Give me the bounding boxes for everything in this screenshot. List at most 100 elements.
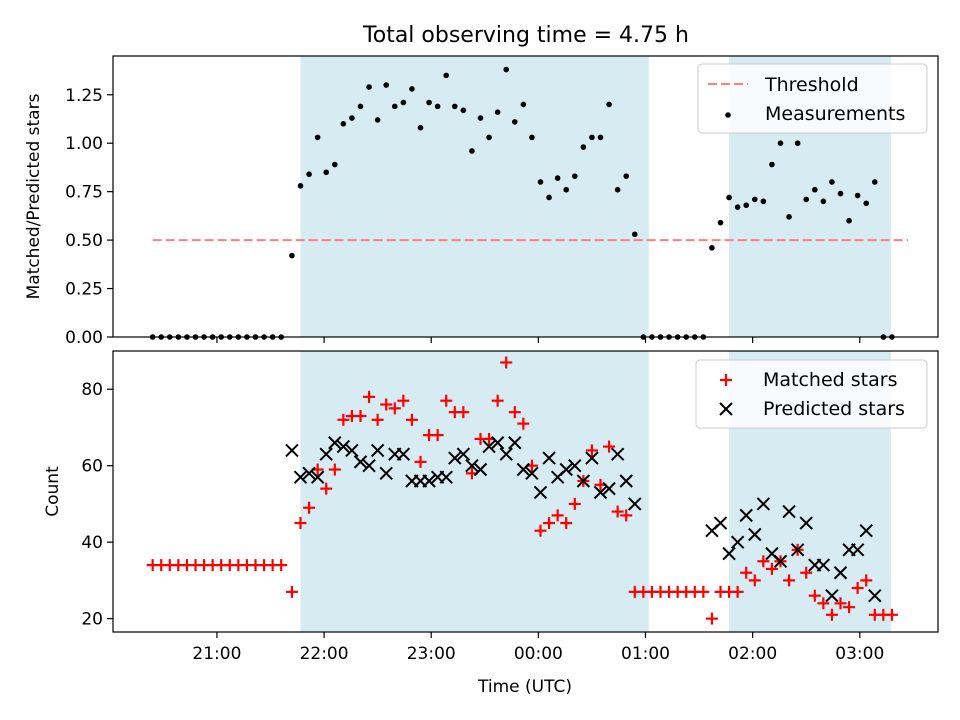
x-tick-label: 02:00 [728, 644, 777, 664]
legend-threshold-label: Threshold [764, 74, 859, 96]
measurement-point [443, 72, 450, 79]
measurement-point [546, 194, 552, 201]
y-tick-label: 0.00 [65, 328, 103, 348]
predicted-star-point [516, 462, 531, 477]
measurement-point [760, 198, 767, 205]
matched-star-point [843, 601, 856, 614]
predicted-star-point [773, 554, 788, 568]
measurement-point [460, 107, 467, 114]
measurement-point [794, 140, 801, 147]
matched-star-point [363, 390, 376, 403]
y-tick-label: 0.50 [65, 231, 103, 251]
x-tick-label: 00:00 [514, 644, 563, 664]
matched-star-point [275, 559, 288, 572]
matched-star-point [285, 585, 298, 598]
measurement-point [289, 252, 295, 259]
measurement-point [871, 179, 878, 185]
measurement-point [477, 115, 484, 121]
measurement-point [511, 119, 518, 125]
predicted-star-point [585, 451, 599, 465]
matched-star-point [517, 417, 530, 430]
matched-star-point [551, 509, 564, 522]
measurement-point [563, 186, 570, 193]
shaded-interval [300, 56, 649, 337]
matched-star-point [491, 394, 504, 407]
matched-star-point [808, 589, 821, 602]
predicted-star-point [542, 451, 556, 465]
predicted-star-point [525, 466, 539, 481]
measurement-point [391, 103, 398, 110]
count-y-axis-label: Count [43, 466, 63, 517]
predicted-star-point [490, 436, 505, 450]
measurement-point [537, 179, 544, 185]
predicted-star-point [859, 523, 873, 538]
measurement-point [777, 140, 784, 147]
matched-star-point [543, 517, 556, 530]
matched-star-point [740, 566, 753, 579]
y-tick-label: 60 [81, 457, 103, 477]
legend-predicted-swatch [719, 402, 733, 416]
matched-star-point [405, 413, 418, 426]
matched-star-point [620, 509, 633, 522]
matched-star-point [834, 597, 847, 610]
x-tick-label: 23:00 [407, 644, 456, 664]
matched-star-point [534, 524, 547, 537]
predicted-star-point [713, 516, 728, 530]
predicted-star-point [748, 527, 762, 542]
matched-star-point [508, 406, 521, 419]
measurement-point [451, 103, 458, 110]
matched-star-point [731, 585, 744, 598]
matched-star-point [371, 413, 384, 426]
matched-star-point [568, 497, 581, 510]
measurement-point [529, 134, 535, 141]
predicted-star-point [353, 455, 368, 469]
legend-matched-swatch [720, 374, 732, 386]
predicted-star-point [628, 497, 642, 511]
predicted-star-point [576, 474, 591, 488]
measurement-point [589, 134, 595, 141]
predicted-star-point [816, 558, 831, 572]
matched-star-point [457, 406, 470, 419]
matched-star-point [397, 394, 410, 407]
measurement-point [829, 179, 835, 185]
matched-star-point [354, 409, 367, 422]
predicted-star-point [285, 443, 299, 458]
x-tick-label: 22:00 [300, 644, 349, 664]
measurement-point [580, 144, 587, 150]
count-series [146, 356, 898, 625]
measurement-point [769, 161, 775, 168]
predicted-star-point [790, 543, 805, 557]
matched-star-point [851, 582, 864, 595]
predicted-star-point [456, 447, 471, 461]
measurement-point [734, 204, 741, 210]
predicted-star-point [602, 481, 616, 496]
measurement-point [314, 134, 321, 141]
x-tick-label: 03:00 [835, 644, 884, 664]
matched-star-point [783, 574, 796, 587]
measurement-point [631, 231, 638, 238]
predicted-star-point [293, 470, 308, 484]
predicted-star-point [533, 485, 548, 500]
predicted-star-point [756, 497, 771, 511]
measurement-point [743, 202, 750, 209]
measurement-point [520, 101, 527, 108]
matched-star-point [380, 398, 393, 411]
predicted-star-point [379, 466, 393, 481]
measurement-point [357, 103, 364, 110]
measurement-point [400, 99, 407, 106]
ratio-legend-box [697, 63, 928, 134]
predicted-star-point [619, 474, 633, 488]
measurement-point [383, 82, 390, 88]
predicted-star-point [362, 458, 376, 473]
measurement-point [426, 99, 432, 106]
predicted-star-point [473, 462, 488, 477]
x-tick-label: 21:00 [192, 644, 241, 664]
measurement-point [709, 245, 715, 251]
predicted-star-point [730, 535, 745, 549]
legend-predicted-label: Predicted stars [763, 398, 905, 420]
measurement-point [846, 217, 852, 224]
chart-title: Total observing time = 4.75 h [362, 23, 689, 48]
measurement-point [614, 186, 621, 193]
predicted-star-point [448, 451, 462, 465]
axes-frame [112, 55, 939, 338]
